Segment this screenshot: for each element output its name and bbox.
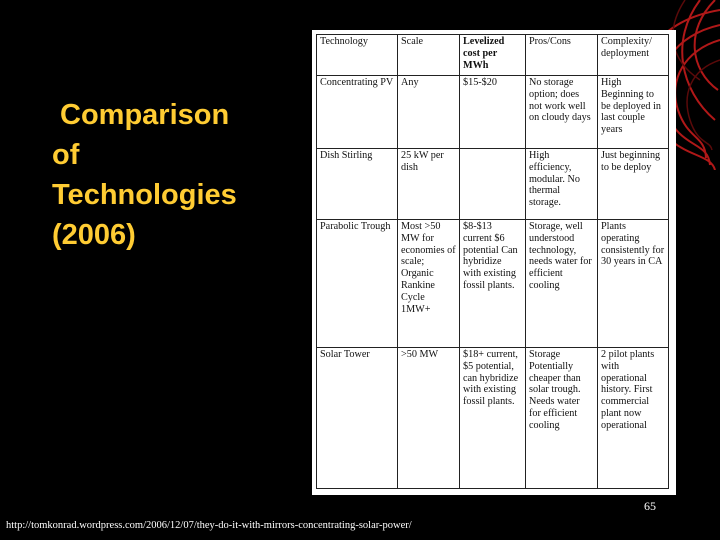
comparison-table-image: Technology Scale Levelized cost per MWh … <box>312 30 676 495</box>
table-cell: $18+ current, $5 potential, can hybridiz… <box>459 347 526 489</box>
table-cell: >50 MW <box>397 347 460 489</box>
red-swirl-decoration-icon <box>642 0 720 170</box>
header-cell: Technology <box>316 34 398 76</box>
table-cell: Dish Stirling <box>316 148 398 220</box>
table-cell: Most >50 MW for economies of scale; Orga… <box>397 219 460 348</box>
title-line: (2006) <box>52 219 136 251</box>
table-cell <box>459 148 526 220</box>
slide-title: Comparison of Technologies (2006) <box>52 95 237 255</box>
header-cell: Pros/Cons <box>525 34 598 76</box>
table-cell: Concentrating PV <box>316 75 398 149</box>
table-row: Solar Tower >50 MW $18+ current, $5 pote… <box>316 347 669 489</box>
header-cell: Levelized cost per MWh <box>459 34 526 76</box>
table-cell: Solar Tower <box>316 347 398 489</box>
table-cell: High efficiency, modular. No thermal sto… <box>525 148 598 220</box>
table-cell: 2 pilot plants with operational history.… <box>597 347 669 489</box>
source-url[interactable]: http://tomkonrad.wordpress.com/2006/12/0… <box>6 520 412 531</box>
table-row: Concentrating PV Any $15-$20 No storage … <box>316 75 669 149</box>
title-line: Technologies <box>52 179 237 211</box>
table-row: Parabolic Trough Most >50 MW for economi… <box>316 219 669 348</box>
slide-number: 65 <box>644 499 656 513</box>
table-cell: $15-$20 <box>459 75 526 149</box>
table-cell: 25 kW per dish <box>397 148 460 220</box>
table-cell: $8-$13 current $6 potential Can hybridiz… <box>459 219 526 348</box>
title-line: of <box>52 139 80 171</box>
table-cell: Storage, well understood technology, nee… <box>525 219 598 348</box>
table-cell: Storage Potentially cheaper than solar t… <box>525 347 598 489</box>
table-header-row: Technology Scale Levelized cost per MWh … <box>316 34 669 76</box>
table-cell: High Beginning to be deployed in last co… <box>597 75 669 149</box>
comparison-table: Technology Scale Levelized cost per MWh … <box>316 34 669 489</box>
table-cell: No storage option; does not work well on… <box>525 75 598 149</box>
table-cell: Just beginning to be deploy <box>597 148 669 220</box>
header-cell: Scale <box>397 34 460 76</box>
table-cell: Any <box>397 75 460 149</box>
table-row: Dish Stirling 25 kW per dish High effici… <box>316 148 669 220</box>
table-cell: Parabolic Trough <box>316 219 398 348</box>
table-cell: Plants operating consistently for 30 yea… <box>597 219 669 348</box>
title-line: Comparison <box>60 99 230 131</box>
header-cell: Complexity/ deployment <box>597 34 669 76</box>
